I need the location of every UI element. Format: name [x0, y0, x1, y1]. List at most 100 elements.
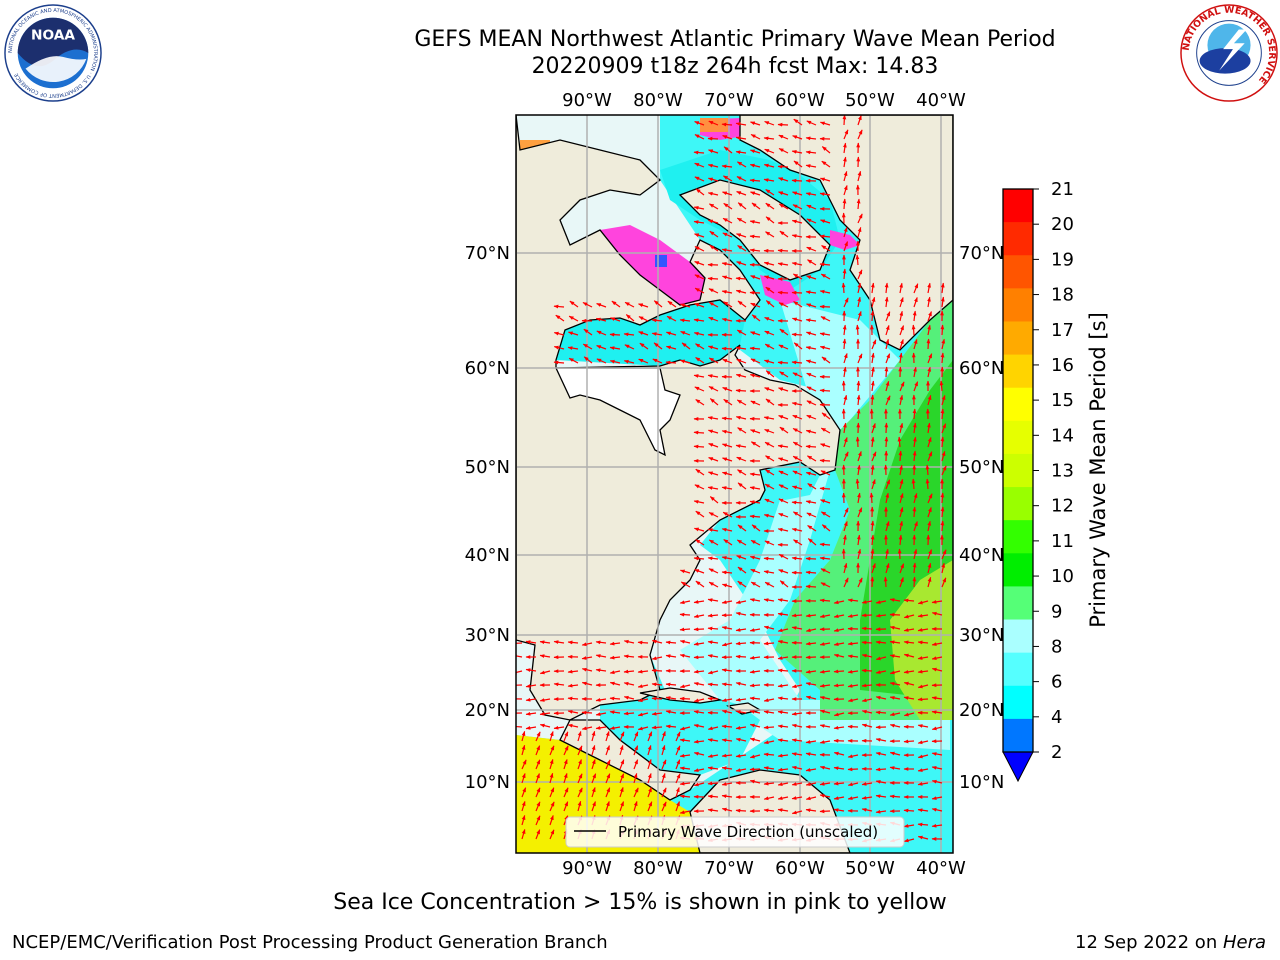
wave-arrow	[889, 654, 901, 658]
wave-arrow	[567, 696, 579, 701]
wave-arrow	[917, 724, 929, 728]
wave-arrow	[549, 801, 555, 812]
wave-arrow	[777, 248, 789, 253]
wave-arrow	[819, 642, 831, 646]
wave-arrow	[722, 175, 733, 182]
lon-label: 70°W	[704, 90, 754, 111]
wave-arrow	[885, 380, 890, 392]
wave-arrow	[749, 598, 761, 602]
wave-arrow	[875, 670, 887, 674]
wave-arrow	[833, 669, 845, 674]
wave-arrow	[596, 330, 607, 336]
wave-arrow	[806, 400, 817, 406]
wave-arrow	[765, 455, 775, 462]
wave-arrow	[707, 163, 719, 168]
colorbar-title: Primary Wave Mean Period [s]	[1086, 312, 1110, 628]
wave-arrow	[793, 300, 803, 308]
wave-arrow	[889, 766, 901, 770]
wave-arrow	[777, 767, 789, 772]
wave-arrow	[819, 740, 831, 744]
wave-arrow	[567, 683, 579, 688]
wave-arrow	[609, 346, 621, 350]
wave-arrow	[665, 696, 677, 700]
wave-arrow	[694, 386, 705, 392]
wave-arrow	[819, 765, 831, 770]
wave-arrow	[917, 782, 929, 786]
wave-arrow	[693, 499, 705, 504]
map-legend: Primary Wave Direction (unscaled)	[565, 816, 905, 848]
wave-arrow	[913, 492, 918, 504]
wave-arrow	[819, 262, 831, 267]
wave-arrow	[521, 759, 527, 770]
wave-arrow	[619, 731, 625, 742]
wave-arrow	[856, 198, 861, 210]
wave-arrow	[940, 436, 945, 448]
wave-arrow	[792, 455, 803, 462]
wave-arrow	[709, 398, 719, 406]
wave-arrow	[735, 150, 747, 155]
wave-arrow	[521, 800, 526, 812]
wave-arrow	[869, 492, 874, 504]
wave-arrow	[777, 656, 789, 660]
wave-arrow	[679, 569, 691, 574]
wave-arrow	[651, 639, 663, 644]
lat-label: 30°N	[465, 625, 510, 646]
wave-arrow	[535, 759, 541, 770]
wave-arrow	[539, 670, 551, 675]
wave-arrow	[857, 310, 862, 322]
wave-arrow	[722, 217, 733, 224]
wave-arrow	[927, 493, 933, 504]
wave-arrow	[820, 316, 831, 322]
wave-arrow	[661, 801, 667, 812]
wave-arrow	[539, 723, 551, 728]
wave-arrow	[693, 642, 705, 646]
wave-arrow	[679, 600, 691, 605]
wave-arrow	[931, 823, 943, 828]
wave-arrow	[819, 458, 831, 463]
wave-arrow	[763, 641, 775, 646]
wave-arrow	[525, 640, 537, 644]
wave-arrow	[917, 669, 929, 674]
wave-arrow	[884, 296, 889, 308]
wave-arrow	[819, 695, 831, 700]
wave-arrow	[749, 737, 761, 742]
wave-arrow	[535, 787, 541, 798]
wave-arrow	[721, 346, 733, 351]
wave-arrow	[889, 794, 901, 799]
wave-arrow	[899, 282, 903, 294]
wave-arrow	[709, 244, 719, 252]
wave-arrow	[653, 342, 663, 350]
wave-arrow	[870, 282, 875, 294]
wave-arrow	[764, 343, 775, 350]
wave-arrow	[778, 191, 789, 196]
map-title: GEFS MEAN Northwest Atlantic Primary Wav…	[414, 27, 1056, 52]
wave-arrow	[778, 147, 789, 154]
wave-arrow	[875, 695, 887, 700]
wave-arrow	[736, 329, 747, 336]
wave-arrow	[833, 808, 845, 812]
wave-arrow	[595, 654, 607, 658]
wave-arrow	[638, 303, 649, 308]
wave-arrow	[791, 765, 803, 770]
wave-arrow	[736, 191, 747, 196]
wave-arrow	[763, 781, 775, 786]
wave-arrow	[721, 668, 733, 673]
wave-arrow	[843, 185, 848, 196]
wave-arrow	[931, 765, 943, 770]
wave-arrow	[843, 241, 849, 252]
wave-arrow	[549, 758, 554, 770]
colorbar-swatch	[1003, 586, 1033, 621]
colorbar-tick-label: 16	[1051, 355, 1074, 376]
wave-arrow	[693, 374, 705, 378]
wave-arrow	[605, 801, 610, 812]
wave-arrow	[749, 486, 761, 490]
wave-arrow	[870, 394, 875, 406]
colorbar-tick-label: 6	[1051, 672, 1062, 693]
wave-arrow	[899, 422, 904, 434]
wave-arrow	[763, 752, 775, 757]
wave-arrow	[779, 328, 789, 336]
wave-arrow	[763, 796, 775, 801]
wave-arrow	[553, 682, 565, 687]
wave-arrow	[693, 614, 705, 619]
